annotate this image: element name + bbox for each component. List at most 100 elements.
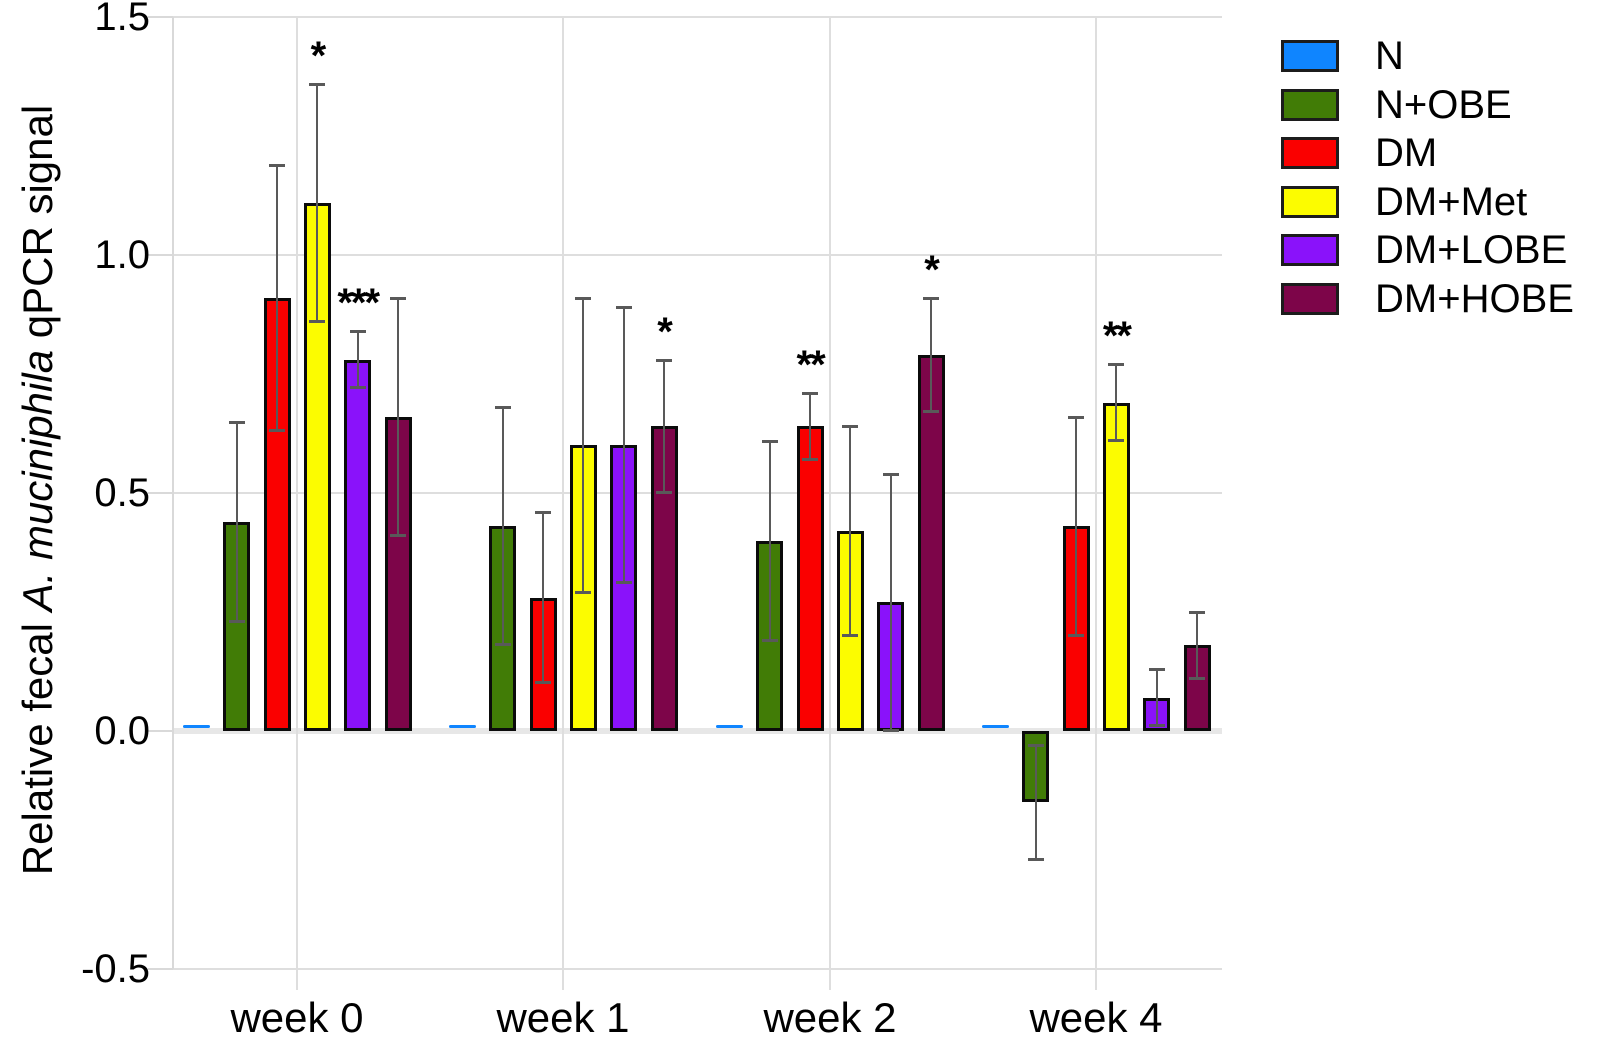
error-bar-line <box>622 307 625 584</box>
y-tick <box>148 492 173 494</box>
error-bar-cap-top <box>1027 744 1044 748</box>
error-bar-line <box>582 297 585 593</box>
error-bar-cap-bottom <box>390 533 406 537</box>
error-bar-cap-bottom <box>1189 676 1205 680</box>
error-bar-cap-top <box>802 392 819 396</box>
error-bar-cap-bottom <box>882 729 899 732</box>
legend-label: DM+Met <box>1375 179 1528 224</box>
h-gridline <box>173 254 1222 256</box>
legend-label: DM+HOBE <box>1375 276 1574 321</box>
significance-marker: ** <box>1102 314 1132 359</box>
legend-swatch <box>1281 234 1339 266</box>
error-bar-line <box>1115 364 1118 441</box>
bar <box>183 725 210 729</box>
error-bar-cap-top <box>1189 611 1205 614</box>
y-axis-title-suffix: qPCR signal <box>14 104 61 350</box>
error-bar-line <box>889 473 892 731</box>
error-bar-cap-bottom <box>656 491 672 494</box>
error-bar-cap-bottom <box>1148 724 1165 728</box>
significance-marker: *** <box>337 281 380 326</box>
xtick-label: week 4 <box>1029 994 1163 1040</box>
legend-row: DM+Met <box>1281 180 1600 234</box>
significance-marker: * <box>657 309 673 354</box>
error-bar-cap-bottom <box>535 681 552 685</box>
error-bar-line <box>397 297 399 536</box>
error-bar-cap-bottom <box>615 581 632 585</box>
significance-marker: * <box>310 33 327 78</box>
error-bar-cap-top <box>1148 668 1165 672</box>
error-bar-line <box>1196 612 1198 679</box>
error-bar-cap-bottom <box>575 590 592 594</box>
y-axis-line <box>172 17 174 969</box>
error-bar-cap-top <box>575 296 592 300</box>
error-bar-cap-bottom <box>923 410 939 414</box>
bar <box>982 725 1009 729</box>
ytick-label: -0.5 <box>81 947 150 991</box>
bar <box>1102 402 1130 731</box>
error-bar-line <box>276 164 279 432</box>
legend-label: DM+LOBE <box>1375 228 1568 272</box>
xtick-label: week 0 <box>230 994 364 1040</box>
error-bar-cap-top <box>923 296 939 300</box>
error-bar-cap-bottom <box>761 638 778 642</box>
xtick-label: week 1 <box>496 994 630 1040</box>
error-bar-cap-bottom <box>1108 438 1125 442</box>
error-bar-cap-top <box>1068 415 1085 419</box>
y-tick <box>148 16 173 18</box>
error-bar-cap-bottom <box>802 457 819 461</box>
zero-gridline <box>173 728 1222 734</box>
error-bar-line <box>235 421 238 622</box>
bar <box>796 426 824 731</box>
h-gridline <box>173 16 1222 18</box>
legend-swatch <box>1281 88 1339 121</box>
ytick-label: 0.5 <box>94 471 150 515</box>
error-bar-cap-top <box>390 296 406 300</box>
ytick-label: 0.0 <box>94 709 150 753</box>
error-bar-cap-top <box>228 420 245 424</box>
legend-row: DM+HOBE <box>1281 277 1600 331</box>
legend-swatch <box>1281 137 1339 169</box>
bar <box>344 359 372 731</box>
y-tick <box>148 968 173 970</box>
error-bar-cap-top <box>494 406 511 410</box>
legend-row: N <box>1281 34 1600 88</box>
bar <box>917 354 945 731</box>
error-bar-line <box>501 407 504 646</box>
error-bar-line <box>1075 416 1078 636</box>
error-bar-cap-bottom <box>494 643 511 647</box>
legend-swatch <box>1281 185 1339 218</box>
error-bar-cap-top <box>615 306 632 310</box>
h-gridline <box>173 968 1222 970</box>
legend-label: DM <box>1375 131 1438 175</box>
error-bar-line <box>1034 745 1037 860</box>
v-gridline <box>829 17 831 990</box>
error-bar-line <box>316 83 319 322</box>
v-gridline <box>296 17 298 990</box>
bar <box>650 426 678 731</box>
legend-row: N+OBE <box>1281 83 1600 137</box>
error-bar-line <box>542 512 545 684</box>
error-bar-line <box>930 297 932 413</box>
ytick-label: 1.0 <box>94 233 150 277</box>
error-bar-cap-bottom <box>1068 633 1085 637</box>
error-bar-cap-top <box>535 511 552 515</box>
significance-marker: ** <box>796 343 826 388</box>
error-bar-line <box>663 359 665 493</box>
error-bar-line <box>356 331 359 389</box>
v-gridline <box>1095 17 1097 990</box>
ytick-label: 1.5 <box>94 0 150 39</box>
xtick-label: week 2 <box>763 994 897 1040</box>
error-bar-cap-bottom <box>309 319 326 323</box>
error-bar-cap-top <box>269 163 286 167</box>
error-bar-cap-bottom <box>269 429 286 433</box>
error-bar-cap-top <box>656 358 672 362</box>
bar <box>449 725 476 729</box>
legend-swatch <box>1281 282 1339 315</box>
legend-label: N <box>1375 34 1404 78</box>
error-bar-cap-top <box>882 472 899 476</box>
legend-swatch <box>1281 40 1339 72</box>
v-gridline <box>562 17 564 990</box>
legend-row: DM <box>1281 131 1600 185</box>
significance-marker: * <box>924 247 940 292</box>
